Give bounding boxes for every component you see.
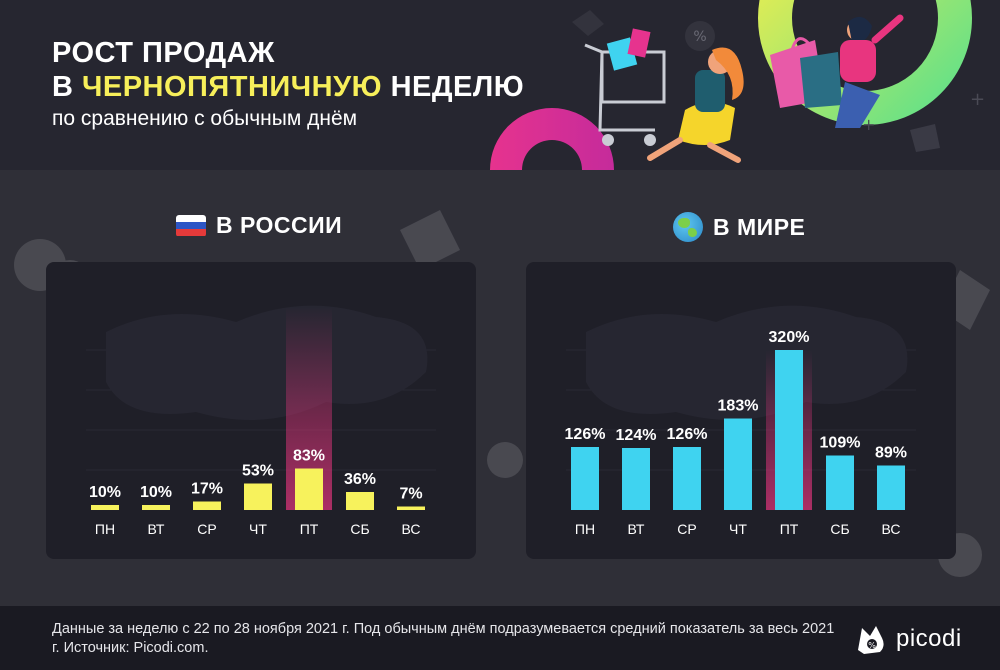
russia-category-label: ЧТ — [249, 521, 267, 537]
russia-value-label: 10% — [140, 484, 172, 501]
russia-bar-СР — [193, 501, 221, 510]
world-value-label: 89% — [875, 445, 907, 462]
russia-value-label: 83% — [293, 448, 325, 465]
world-section-title: В МИРЕ — [673, 212, 805, 242]
russia-bar-ВС — [397, 506, 425, 510]
header-banner: РОСТ ПРОДАЖ В ЧЕРНОПЯТНИЧНУЮ НЕДЕЛЮ по с… — [0, 0, 1000, 170]
world-bar-СР — [673, 447, 701, 510]
world-bar-ПТ — [775, 350, 803, 510]
world-bar-ПН — [571, 447, 599, 510]
russia-value-label: 7% — [399, 486, 422, 503]
world-bar-ЧТ — [724, 418, 752, 510]
woman-with-bags-icon — [835, 14, 904, 128]
picodi-logo[interactable]: % picodi — [852, 620, 962, 658]
russia-category-label: ВС — [402, 521, 421, 537]
russia-title-text: В РОССИИ — [216, 212, 343, 238]
world-category-label: ПТ — [780, 521, 799, 537]
russia-value-label: 36% — [344, 471, 376, 488]
globe-icon — [673, 212, 703, 242]
russia-value-label: 10% — [89, 484, 121, 501]
russia-category-label: ВТ — [148, 521, 165, 537]
russia-map-backdrop — [106, 305, 428, 420]
world-category-label: ВС — [882, 521, 901, 537]
russia-value-label: 17% — [191, 481, 223, 498]
world-category-label: ЧТ — [729, 521, 747, 537]
russia-chart-panel: 10% ПН 10% ВТ 17% СР 53% ЧТ 83% ПТ 36% СБ 7% ВС — [46, 262, 476, 559]
russia-value-label: 53% — [242, 463, 274, 480]
footer-note: Данные за неделю с 22 по 28 ноября 2021 … — [52, 621, 835, 656]
shopping-illustration: % + + — [490, 0, 985, 170]
russia-category-label: ПН — [95, 521, 115, 537]
basket-2-icon — [910, 124, 940, 152]
percent-circle-icon — [685, 21, 715, 51]
world-value-label: 320% — [769, 329, 810, 346]
svg-text:%: % — [693, 29, 706, 45]
russia-flag-icon — [176, 214, 206, 237]
title-suffix: НЕДЕЛЮ — [382, 71, 525, 103]
basket-icon — [572, 10, 604, 36]
russia-bar-ВТ — [142, 505, 170, 510]
title-line-1: РОСТ ПРОДАЖ — [52, 37, 275, 69]
world-bar-ВТ — [622, 448, 650, 510]
world-bar-СБ — [826, 455, 854, 510]
footer: Данные за неделю с 22 по 28 ноября 2021 … — [0, 606, 1000, 670]
russia-bar-chart: 10% ПН 10% ВТ 17% СР 53% ЧТ 83% ПТ 36% СБ 7% ВС — [86, 305, 436, 537]
world-value-label: 109% — [820, 435, 861, 452]
world-category-label: СБ — [830, 521, 849, 537]
russia-category-label: ПТ — [300, 521, 319, 537]
world-value-label: 124% — [616, 427, 657, 444]
russia-bar-ПН — [91, 505, 119, 510]
world-value-label: 183% — [718, 398, 759, 415]
world-bar-chart: 126% ПН 124% ВТ 126% СР 183% ЧТ 320% ПТ 109% СБ 89% В… — [565, 305, 916, 537]
world-bar-ВС — [877, 465, 905, 510]
page-title: РОСТ ПРОДАЖ В ЧЕРНОПЯТНИЧНУЮ НЕДЕЛЮ — [52, 36, 524, 104]
picodi-logo-text: picodi — [896, 625, 962, 652]
world-category-label: СР — [677, 521, 696, 537]
svg-text:+: + — [970, 89, 985, 110]
picodi-dog-icon: % — [858, 626, 884, 654]
world-value-label: 126% — [667, 426, 708, 443]
svg-text:+: + — [862, 115, 875, 134]
russia-section-title: В РОССИИ — [176, 212, 342, 239]
russia-category-label: СБ — [350, 521, 369, 537]
decor-half-ring-icon — [490, 108, 614, 170]
russia-bar-СБ — [346, 492, 374, 510]
page-subtitle: по сравнению с обычным днём — [52, 107, 358, 130]
world-category-label: ПН — [575, 521, 595, 537]
world-map-backdrop — [586, 305, 908, 420]
russia-bar-ЧТ — [244, 483, 272, 510]
woman-shopper-icon — [647, 47, 744, 163]
title-prefix: В — [52, 71, 82, 103]
world-category-label: ВТ — [628, 521, 645, 537]
russia-category-label: СР — [197, 521, 216, 537]
shopping-bags-icon — [770, 37, 842, 108]
title-line-2: В ЧЕРНОПЯТНИЧНУЮ НЕДЕЛЮ — [52, 70, 524, 104]
title-highlight: ЧЕРНОПЯТНИЧНУЮ — [82, 71, 383, 103]
world-value-label: 126% — [565, 426, 606, 443]
russia-bar-ПТ — [295, 468, 323, 510]
svg-text:%: % — [868, 641, 876, 650]
shopping-cart-icon — [584, 28, 666, 146]
world-title-text: В МИРЕ — [713, 213, 806, 240]
world-chart-panel: 126% ПН 124% ВТ 126% СР 183% ЧТ 320% ПТ 109% СБ 89% В… — [526, 262, 956, 559]
